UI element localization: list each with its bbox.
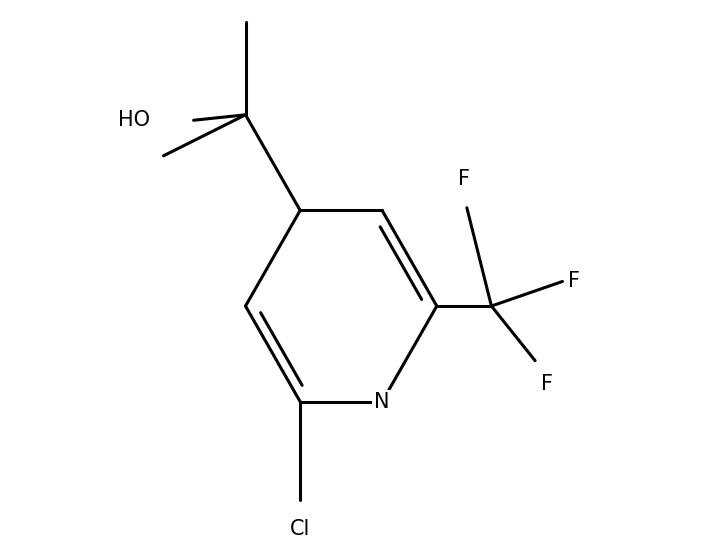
Text: HO: HO: [118, 110, 150, 130]
Text: N: N: [375, 392, 390, 412]
Text: Cl: Cl: [290, 519, 310, 539]
Text: F: F: [568, 272, 580, 291]
Text: F: F: [458, 168, 470, 189]
Text: F: F: [541, 374, 552, 394]
